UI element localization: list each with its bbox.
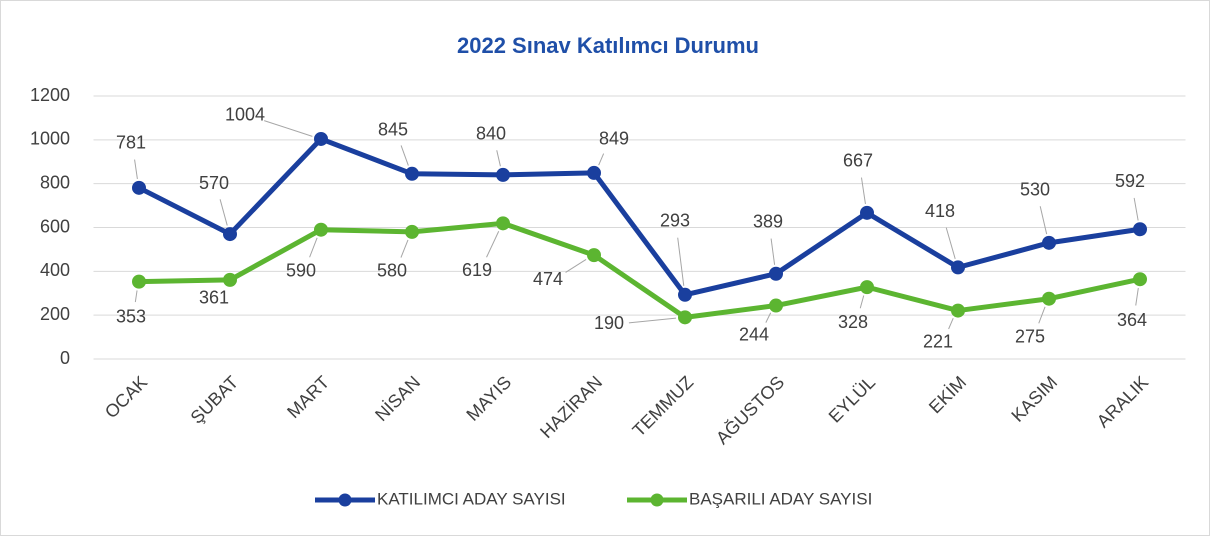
leader-line (765, 312, 772, 323)
y-tick-label: 1000 (30, 129, 70, 149)
point-marker (1042, 291, 1056, 306)
point-marker (860, 205, 874, 220)
y-tick-label: 600 (40, 216, 70, 236)
leader-line (945, 227, 956, 259)
leader-line (770, 238, 776, 265)
point-marker (587, 165, 601, 180)
leader-line (309, 237, 318, 258)
data-label: 389 (753, 211, 783, 231)
leader-line (1038, 306, 1046, 324)
data-label: 619 (462, 260, 492, 280)
data-label: 849 (599, 129, 629, 149)
leader-line (219, 199, 228, 226)
point-marker (1042, 235, 1056, 250)
legend-marker (338, 493, 352, 507)
point-marker (314, 222, 328, 237)
y-tick-label: 0 (60, 348, 70, 368)
data-label: 190 (594, 313, 624, 333)
data-label: 590 (286, 260, 316, 280)
legend-label: KATILIMCI ADAY SAYISI (377, 489, 566, 508)
leader-line (400, 239, 409, 258)
leader-line (565, 258, 587, 273)
point-marker (132, 180, 146, 195)
leader-line (1133, 197, 1139, 221)
point-marker (314, 131, 328, 146)
data-label: 840 (476, 124, 506, 144)
leader-line (1135, 287, 1139, 306)
point-marker (405, 166, 419, 181)
point-marker (1133, 222, 1147, 237)
data-label: 474 (533, 269, 563, 289)
point-marker (860, 280, 874, 295)
data-label: 221 (923, 331, 953, 351)
y-tick-label: 400 (40, 260, 70, 280)
leader-line (134, 159, 138, 180)
data-label: 364 (1117, 310, 1147, 330)
leader-line (628, 317, 677, 324)
y-tick-label: 200 (40, 304, 70, 324)
point-marker (223, 227, 237, 242)
y-tick-label: 1200 (30, 85, 70, 105)
data-label: 353 (116, 306, 146, 326)
data-label: 592 (1115, 171, 1145, 191)
leader-line (486, 231, 500, 258)
point-marker (678, 287, 692, 302)
point-marker (587, 248, 601, 263)
data-label: 781 (116, 133, 146, 153)
leader-line (677, 237, 685, 286)
data-label: 244 (739, 324, 769, 344)
leader-line (860, 177, 866, 205)
chart-title: 2022 Sınav Katılımcı Durumu (457, 33, 759, 58)
leader-line (598, 153, 605, 166)
point-marker (769, 266, 783, 281)
data-label: 580 (377, 261, 407, 281)
leader-line (496, 150, 501, 167)
legend-marker (650, 493, 664, 507)
data-label: 328 (838, 312, 868, 332)
point-marker (678, 310, 692, 325)
data-label: 418 (925, 201, 955, 221)
data-label: 845 (378, 120, 408, 140)
point-marker (1133, 272, 1147, 287)
data-label: 530 (1020, 180, 1050, 200)
point-marker (496, 167, 510, 182)
leader-line (263, 120, 313, 137)
series-line (138, 220, 1141, 320)
y-tick-label: 800 (40, 172, 70, 192)
point-marker (132, 274, 146, 289)
series-line (137, 136, 1141, 298)
point-marker (951, 260, 965, 275)
point-marker (223, 272, 237, 287)
leader-line (948, 317, 954, 330)
point-marker (496, 216, 510, 231)
point-marker (951, 303, 965, 318)
leader-line (134, 290, 138, 303)
data-label: 1004 (225, 105, 265, 125)
legend-label: BAŞARILI ADAY SAYISI (689, 489, 872, 508)
point-marker (769, 298, 783, 313)
data-label: 293 (660, 211, 690, 231)
leader-line (1039, 206, 1048, 235)
data-label: 570 (199, 173, 229, 193)
leader-line (859, 295, 865, 309)
point-marker (405, 224, 419, 239)
leader-line (400, 145, 409, 166)
data-label: 275 (1015, 326, 1045, 346)
data-label: 361 (199, 288, 229, 308)
data-label: 667 (843, 151, 873, 171)
